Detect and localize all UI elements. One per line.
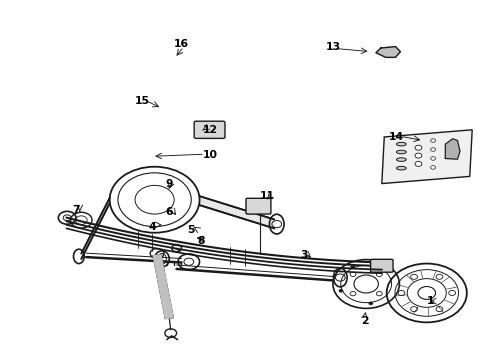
Text: 4: 4 [148, 222, 156, 231]
Circle shape [202, 130, 207, 134]
Text: 6: 6 [166, 207, 173, 217]
Circle shape [369, 302, 373, 305]
Ellipse shape [396, 166, 406, 170]
Text: 16: 16 [174, 40, 189, 49]
Circle shape [431, 166, 436, 169]
Circle shape [415, 161, 422, 166]
Text: 15: 15 [135, 96, 150, 106]
Circle shape [431, 139, 436, 142]
Circle shape [431, 148, 436, 151]
Polygon shape [445, 139, 460, 159]
FancyBboxPatch shape [370, 259, 393, 272]
Circle shape [213, 125, 218, 128]
Polygon shape [153, 255, 173, 319]
Text: 14: 14 [389, 132, 404, 142]
Ellipse shape [396, 150, 406, 154]
Text: 9: 9 [166, 179, 173, 189]
Text: 5: 5 [188, 225, 195, 235]
Ellipse shape [396, 158, 406, 161]
FancyBboxPatch shape [194, 121, 225, 138]
Polygon shape [376, 46, 400, 57]
Text: 10: 10 [203, 150, 219, 160]
Text: 11: 11 [260, 191, 274, 201]
Polygon shape [382, 130, 472, 184]
Text: 8: 8 [197, 236, 205, 246]
Circle shape [431, 157, 436, 160]
Ellipse shape [396, 142, 406, 146]
FancyBboxPatch shape [246, 198, 271, 214]
Text: 2: 2 [361, 316, 368, 325]
Circle shape [213, 130, 218, 134]
Text: 13: 13 [325, 42, 341, 52]
Text: 7: 7 [73, 206, 80, 216]
Text: 12: 12 [203, 125, 219, 135]
Circle shape [351, 265, 355, 268]
Text: 1: 1 [427, 296, 435, 306]
Circle shape [378, 265, 382, 268]
Text: 3: 3 [300, 250, 307, 260]
Circle shape [202, 125, 207, 128]
Circle shape [383, 49, 393, 56]
Circle shape [415, 153, 422, 158]
Circle shape [339, 289, 343, 292]
Circle shape [415, 145, 422, 150]
